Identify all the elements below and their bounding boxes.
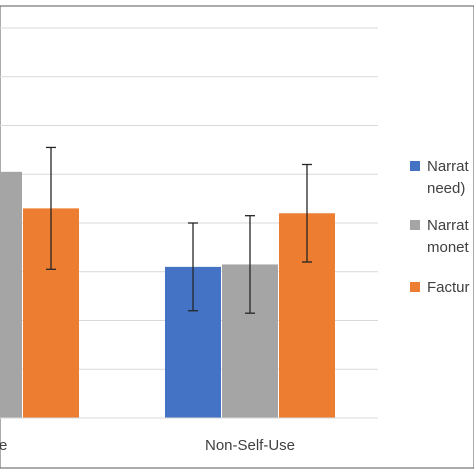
legend-swatch [410, 161, 420, 171]
x-tick-label: Non-Self-Use [205, 437, 295, 454]
legend-label: monet [427, 239, 470, 256]
x-axis: Use Non-Self-Use [0, 417, 378, 454]
error-bars [46, 146, 312, 314]
x-tick-label: Use [0, 437, 7, 454]
legend-label: Narrat [427, 217, 470, 234]
legend-label: need) [427, 180, 465, 197]
legend: Narrat need) Narrat monet Factur [410, 158, 470, 296]
legend-swatch [410, 282, 420, 292]
legend-swatch [410, 220, 420, 230]
legend-label: Factur [427, 279, 470, 296]
bar [0, 171, 22, 418]
legend-label: Narrat [427, 158, 470, 175]
